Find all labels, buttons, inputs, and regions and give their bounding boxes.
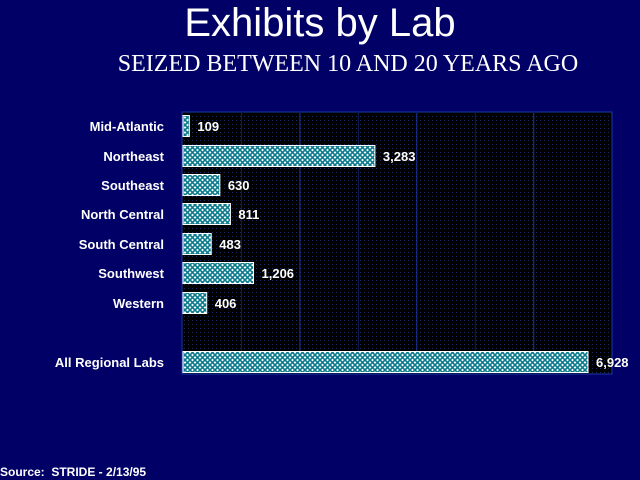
category-labels: Mid-Atlantic Northeast Southeast North Cent…	[55, 119, 165, 370]
bar-north-central	[182, 203, 231, 225]
bar-northeast	[182, 145, 376, 167]
source-note: Source: STRIDE - 2/13/95	[0, 465, 147, 479]
category-label: Western	[113, 296, 164, 311]
bars	[182, 115, 589, 373]
category-label: Southeast	[101, 178, 165, 193]
bar-southwest	[182, 262, 255, 284]
value-label: 406	[215, 296, 237, 311]
value-label: 3,283	[383, 149, 416, 164]
bar-western	[182, 292, 208, 314]
category-label: Southwest	[98, 266, 164, 281]
value-label: 109	[197, 119, 219, 134]
value-label: 6,928	[596, 355, 629, 370]
value-label: 630	[228, 178, 250, 193]
category-label: All Regional Labs	[55, 355, 164, 370]
category-label: North Central	[81, 207, 164, 222]
category-label: Northeast	[103, 149, 164, 164]
value-labels: 109 3,283 630 811 483 1,206 406 6,928	[197, 119, 628, 370]
value-label: 483	[219, 237, 241, 252]
bar-all-regional-labs	[182, 351, 589, 373]
bar-mid-atlantic	[182, 115, 190, 137]
bar-south-central	[182, 233, 212, 255]
chart-subtitle: SEIZED BETWEEN 10 AND 20 YEARS AGO	[117, 51, 579, 77]
category-label: South Central	[79, 237, 164, 252]
category-label: Mid-Atlantic	[90, 119, 164, 134]
bar-southeast	[182, 174, 221, 196]
chart-title: Exhibits by Lab	[184, 1, 456, 45]
value-label: 811	[238, 207, 259, 222]
value-label: 1,206	[262, 266, 295, 281]
